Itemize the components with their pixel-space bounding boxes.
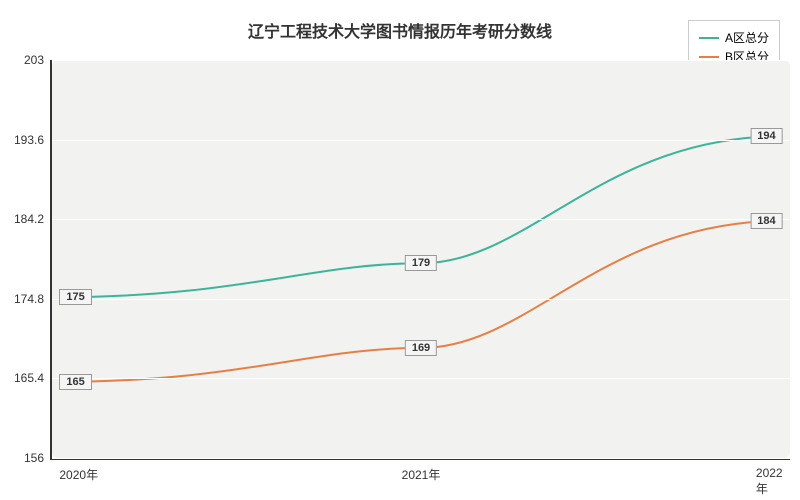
x-tick-label: 2022年 [756,458,783,497]
plot-area: 156165.4174.8184.2193.62032020年2021年2022… [50,60,790,460]
y-tick-label: 193.6 [14,133,52,147]
legend-swatch-b [699,56,719,58]
x-tick-label: 2020年 [59,458,98,483]
y-tick-label: 174.8 [14,292,52,306]
series-line [59,136,782,297]
chart-title: 辽宁工程技术大学图书情报历年考研分数线 [248,18,552,42]
gridline [52,60,790,61]
gridline [52,219,790,220]
gridline [52,378,790,379]
x-tick-label: 2021年 [402,458,441,483]
y-tick-label: 203 [24,53,52,67]
data-label: 184 [750,213,782,229]
legend-item-a: A区总分 [699,29,769,46]
series-line [59,221,782,382]
data-label: 175 [59,289,91,305]
gridline [52,140,790,141]
data-label: 169 [405,340,437,356]
legend-label-a: A区总分 [725,29,769,46]
y-tick-label: 165.4 [14,371,52,385]
y-tick-label: 156 [24,451,52,465]
chart-container: 辽宁工程技术大学图书情报历年考研分数线 A区总分 B区总分 156165.417… [0,0,800,500]
legend-swatch-a [699,37,719,39]
data-label: 165 [59,374,91,390]
y-tick-label: 184.2 [14,212,52,226]
data-label: 179 [405,255,437,271]
gridline [52,299,790,300]
data-label: 194 [750,128,782,144]
